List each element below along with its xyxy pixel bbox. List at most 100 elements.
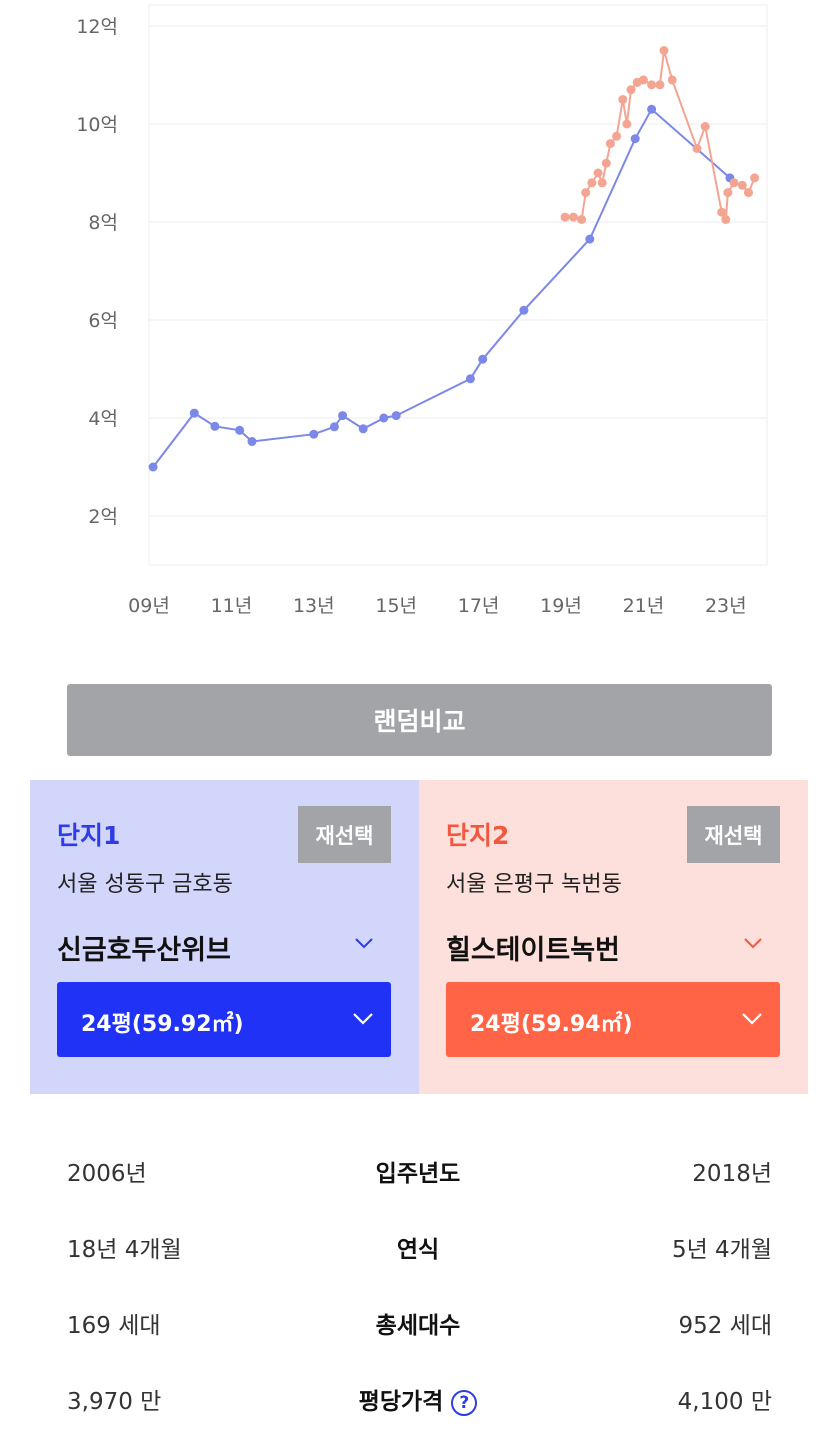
complex2-label: 단지2	[446, 821, 510, 850]
data-point	[465, 374, 475, 384]
data-point	[560, 212, 570, 222]
chevron-down-icon	[353, 1013, 373, 1025]
complex1-size-select[interactable]: 24평(59.92㎡)	[57, 982, 391, 1057]
data-point	[659, 46, 669, 55]
y-tick-label: 6억	[88, 310, 118, 332]
grid-lines	[149, 25, 767, 517]
info-label-households: 총세대수	[375, 1313, 461, 1339]
info-row-age: 18년 4개월 연식 5년 4개월	[0, 1224, 827, 1264]
y-tick-label: 8억	[88, 212, 118, 234]
complex1-region: 서울 성동구 금호동	[57, 872, 233, 897]
y-axis-ticks: 12억 10억 8억 6억 4억 2억	[76, 16, 118, 528]
data-point	[593, 168, 603, 178]
complex1-size-value: 24평(59.92㎡)	[81, 1012, 244, 1037]
data-point	[478, 354, 488, 364]
data-point	[189, 408, 199, 418]
series-1	[148, 104, 735, 472]
data-point	[700, 122, 710, 131]
chevron-down-icon	[742, 1013, 762, 1025]
complex2-size-value: 24평(59.94㎡)	[470, 1012, 633, 1037]
y-tick-label: 12억	[76, 16, 118, 38]
info-row-households: 169 세대 총세대수 952 세대	[0, 1300, 827, 1340]
y-tick-label: 4억	[88, 408, 118, 430]
data-point	[647, 104, 657, 114]
data-point	[148, 462, 158, 472]
complex1-reselect-button[interactable]: 재선택	[298, 806, 391, 863]
x-tick-label: 11년	[211, 595, 253, 617]
data-point	[577, 215, 587, 224]
chevron-down-icon[interactable]	[742, 932, 764, 954]
series-lines	[148, 46, 760, 472]
data-point	[210, 421, 220, 431]
data-point	[568, 212, 578, 222]
data-point	[717, 207, 727, 217]
y-tick-label: 10억	[76, 114, 118, 136]
complex1-price-per-pyeong: 3,970 만	[67, 1389, 162, 1415]
data-point	[638, 75, 648, 85]
complex2-price-per-pyeong: 4,100 만	[677, 1389, 772, 1415]
x-axis-ticks: 09년 11년 13년 15년 17년 19년 21년 23년	[128, 595, 746, 617]
x-tick-label: 13년	[293, 595, 335, 617]
data-point	[597, 178, 607, 188]
y-tick-label: 2억	[88, 506, 118, 528]
complex1-households: 169 세대	[67, 1313, 161, 1339]
data-point	[379, 413, 389, 423]
data-point	[692, 144, 702, 153]
complex1-label: 단지1	[57, 821, 121, 850]
complex1-apartment-name[interactable]: 신금호두산위브	[57, 935, 231, 966]
price-per-pyeong-label: 평당가격	[358, 1389, 444, 1415]
series-2	[560, 46, 760, 224]
chevron-down-icon[interactable]	[353, 932, 375, 954]
data-point	[338, 411, 348, 421]
data-point	[626, 85, 636, 95]
data-point	[235, 425, 245, 435]
info-label-move-in-year: 입주년도	[375, 1161, 461, 1187]
data-point	[605, 139, 615, 149]
data-point	[655, 80, 665, 90]
x-tick-label: 09년	[128, 595, 170, 617]
data-point	[630, 134, 640, 144]
data-point	[247, 437, 257, 446]
info-row-move-in-year: 2006년 입주년도 2018년	[0, 1148, 827, 1188]
complex1-panel: 단지1 재선택 서울 성동구 금호동 신금호두산위브 24평(59.92㎡)	[30, 780, 419, 1094]
data-point	[729, 178, 739, 188]
data-point	[581, 188, 591, 198]
plot-area	[148, 4, 768, 566]
info-label-age: 연식	[396, 1237, 440, 1263]
data-point	[721, 215, 731, 224]
complex2-age: 5년 4개월	[671, 1237, 772, 1263]
data-point	[519, 305, 529, 315]
data-point	[601, 158, 611, 168]
complex2-reselect-button[interactable]: 재선택	[687, 806, 780, 863]
data-point	[737, 180, 747, 190]
data-point	[744, 188, 753, 198]
data-point	[723, 188, 733, 198]
price-line-chart: 12억 10억 8억 6억 4억 2억 09년 11년 13년 15년 17년 19년 21년 23년	[76, 4, 768, 617]
complex2-households: 952 세대	[678, 1313, 772, 1339]
data-point	[622, 119, 632, 129]
data-point	[618, 95, 628, 104]
data-point	[585, 234, 595, 244]
data-point	[667, 75, 677, 85]
data-point	[612, 131, 622, 141]
x-tick-label: 23년	[705, 595, 747, 617]
complex1-move-in-year: 2006년	[67, 1161, 147, 1187]
question-circle-icon[interactable]: ?	[451, 1389, 478, 1416]
complex2-region: 서울 은평구 녹번동	[446, 872, 622, 897]
complex2-size-select[interactable]: 24평(59.94㎡)	[446, 982, 780, 1057]
random-compare-button[interactable]: 랜덤비교	[67, 684, 772, 756]
x-tick-label: 19년	[540, 595, 582, 617]
complex2-panel: 단지2 재선택 서울 은평구 녹번동 힐스테이트녹번 24평(59.94㎡)	[419, 780, 808, 1094]
x-tick-label: 17년	[458, 595, 500, 617]
data-point	[750, 173, 760, 183]
data-point	[647, 80, 657, 90]
complex2-move-in-year: 2018년	[692, 1161, 772, 1187]
data-point	[587, 178, 597, 188]
info-label-price-per-pyeong: 평당가격?	[0, 1382, 827, 1416]
data-point	[329, 422, 339, 432]
x-tick-label: 21년	[623, 595, 665, 617]
complex2-apartment-name[interactable]: 힐스테이트녹번	[446, 935, 620, 966]
complex1-age: 18년 4개월	[67, 1237, 182, 1263]
x-tick-label: 15년	[375, 595, 417, 617]
data-point	[309, 429, 319, 439]
